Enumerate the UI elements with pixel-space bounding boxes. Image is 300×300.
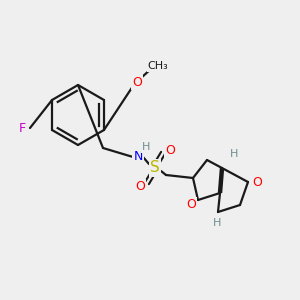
Text: H: H bbox=[213, 218, 221, 228]
Text: O: O bbox=[252, 176, 262, 188]
Text: CH₃: CH₃ bbox=[148, 61, 168, 71]
Text: O: O bbox=[135, 179, 145, 193]
Text: O: O bbox=[132, 76, 142, 88]
Text: S: S bbox=[150, 160, 160, 175]
Text: F: F bbox=[18, 122, 26, 134]
Text: O: O bbox=[186, 197, 196, 211]
Text: H: H bbox=[142, 142, 150, 152]
Text: H: H bbox=[230, 149, 238, 159]
Text: N: N bbox=[133, 151, 143, 164]
Text: O: O bbox=[165, 143, 175, 157]
